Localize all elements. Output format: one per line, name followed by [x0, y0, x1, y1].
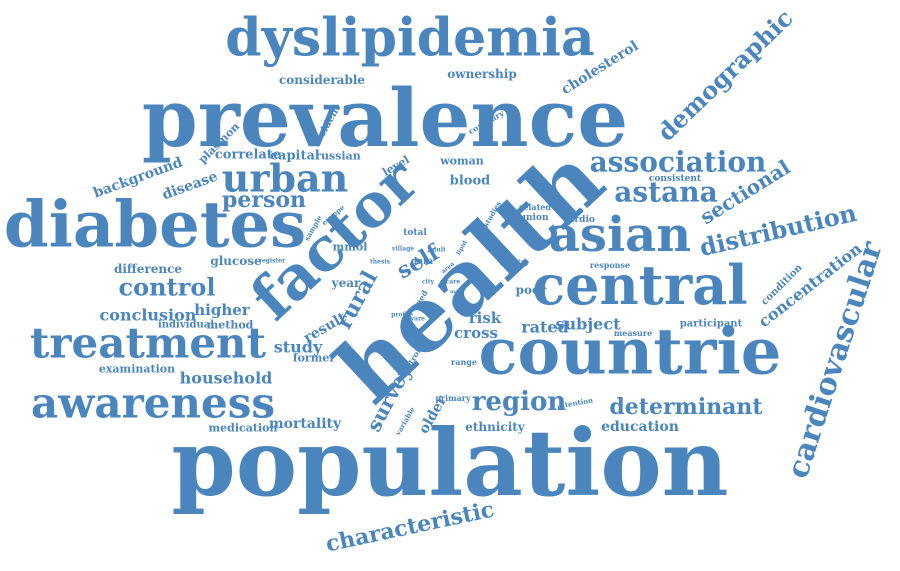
- word-awareness: awareness: [31, 379, 275, 428]
- word-ownership: ownership: [447, 67, 516, 81]
- word-urban: urban: [222, 156, 348, 201]
- word-determinant: determinant: [609, 394, 763, 420]
- word-asian: asian: [549, 207, 691, 263]
- word-range: range: [451, 357, 477, 367]
- word-examination: examination: [99, 363, 175, 376]
- word-rated: rated: [521, 318, 569, 337]
- word-considerable: considerable: [279, 73, 365, 87]
- word-profile: profile: [391, 312, 413, 319]
- word-capital: capital: [270, 149, 320, 164]
- word-study: study: [274, 338, 323, 357]
- word-union: union: [519, 213, 549, 223]
- word-total: total: [403, 228, 427, 238]
- word-conclusion: conclusion: [100, 306, 197, 325]
- word-population: population: [171, 409, 728, 517]
- word-participant: participant: [680, 319, 743, 330]
- word-method: method: [207, 319, 254, 332]
- word-control: control: [119, 273, 216, 302]
- word-adult: adult: [428, 247, 446, 254]
- word-association: association: [590, 146, 767, 179]
- word-subject: subject: [556, 315, 622, 334]
- word-difference: difference: [114, 262, 182, 276]
- word-treatment: treatment: [30, 319, 267, 368]
- word-demographic: demographic: [651, 3, 798, 146]
- word-former: former: [293, 352, 336, 365]
- word-care: care: [446, 279, 461, 286]
- word-russian: russian: [315, 150, 360, 163]
- word-glucose: glucose: [210, 254, 262, 268]
- word-higher: higher: [194, 301, 251, 319]
- word-central: central: [532, 253, 747, 317]
- word-diabetes: diabetes: [4, 188, 306, 263]
- word-mortality: mortality: [269, 416, 342, 432]
- word-year: year: [331, 276, 361, 290]
- word-data: data: [411, 257, 433, 267]
- word-prevalence: prevalence: [142, 71, 628, 165]
- word-poor: poor: [516, 283, 547, 297]
- word-mod: mod: [450, 289, 463, 295]
- word-woman: woman: [439, 155, 484, 168]
- word-register: register: [259, 258, 286, 265]
- word-response: response: [590, 260, 630, 270]
- word-village: village: [391, 246, 414, 253]
- word-mmol: mmol: [333, 241, 368, 254]
- word-cross: cross: [454, 324, 498, 342]
- word-case: case: [499, 255, 529, 269]
- word-household: household: [180, 369, 273, 388]
- word-individual: individual: [158, 320, 214, 331]
- word-astana: astana: [614, 176, 717, 209]
- word-measure: measure: [614, 328, 652, 338]
- word-person: person: [222, 187, 306, 213]
- word-consistent: consistent: [649, 174, 702, 184]
- word-thesis: thesis: [370, 259, 391, 266]
- word-medication: medication: [209, 422, 278, 435]
- word-dyslipidemia: dyslipidemia: [225, 8, 594, 69]
- word-city: city: [422, 279, 435, 286]
- word-cardio: cardio: [563, 215, 595, 225]
- word-countrie: countrie: [478, 315, 781, 390]
- word-aware: aware: [405, 316, 425, 323]
- word-blood: blood: [450, 174, 490, 189]
- word-region: region: [472, 387, 567, 417]
- word-ethnicity: ethnicity: [465, 420, 526, 434]
- word-risk: risk: [469, 309, 502, 327]
- word-related: related: [519, 202, 551, 212]
- word-primary: primary: [435, 393, 471, 403]
- word-correlate: correlate: [215, 148, 281, 163]
- word-education: education: [601, 419, 679, 435]
